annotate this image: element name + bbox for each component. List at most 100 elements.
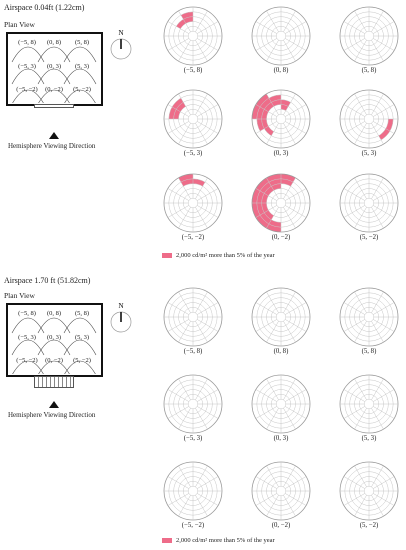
legend-text: 2,000 cd/m² more than 5% of the year bbox=[176, 252, 275, 259]
glare-cell bbox=[281, 99, 291, 107]
section-airspace-2: Airspace 1.70 ft (51.82cm) Plan View (−5… bbox=[0, 275, 406, 550]
plan-point: (5, −2) bbox=[73, 86, 91, 93]
plan-point: (−5, 8) bbox=[18, 39, 36, 46]
glare-cell bbox=[261, 193, 269, 203]
fisheye-diagram bbox=[251, 6, 311, 66]
glare-cell bbox=[255, 177, 269, 191]
plan-point: (5, 8) bbox=[74, 310, 90, 317]
fisheye-diagram bbox=[339, 374, 399, 434]
glare-cell bbox=[271, 183, 281, 191]
plan-point: (5, 3) bbox=[74, 334, 90, 341]
fisheye-cell: (0, −2) bbox=[250, 460, 324, 529]
fisheye-diagram bbox=[163, 89, 223, 149]
plan-point: (−5, −2) bbox=[16, 357, 38, 364]
fisheye-cell: (5, 8) bbox=[338, 5, 406, 74]
glare-cell bbox=[252, 188, 261, 203]
cell-label: (−5, 8) bbox=[183, 348, 203, 355]
hemisphere-direction-label: Hemisphere Viewing Direction bbox=[8, 142, 96, 150]
cell-label: (0, −2) bbox=[271, 522, 291, 529]
viewing-direction-arrow-icon bbox=[49, 401, 59, 408]
fisheye-diagram bbox=[251, 287, 311, 347]
fisheye-cell: (5, 3) bbox=[338, 373, 406, 442]
glare-cell bbox=[266, 174, 281, 183]
plan-point: (5, 8) bbox=[74, 39, 90, 46]
glare-cell bbox=[173, 109, 181, 119]
cell-label: (−5, −2) bbox=[181, 522, 205, 529]
cell-label: (−5, 3) bbox=[183, 435, 203, 442]
plan-point: (0, 3) bbox=[46, 63, 62, 70]
fisheye-cell: (−5, 3) bbox=[162, 88, 236, 157]
plan-arcs bbox=[11, 317, 97, 374]
fisheye-cell: (0, 8) bbox=[250, 5, 324, 74]
glare-cell bbox=[264, 186, 274, 196]
section-title: Airspace 0.04ft (1.22cm) bbox=[4, 3, 85, 12]
plan-point: (−5, 8) bbox=[18, 310, 36, 317]
fisheye-diagram bbox=[163, 461, 223, 521]
glare-cell bbox=[261, 203, 269, 213]
glare-cell bbox=[178, 174, 193, 183]
fisheye-cell: (5, −2) bbox=[338, 460, 406, 529]
cell-label: (5, −2) bbox=[359, 234, 379, 241]
fisheye-cell: (0, 3) bbox=[250, 373, 324, 442]
fisheye-diagram bbox=[163, 6, 223, 66]
fisheye-cell: (−5, −2) bbox=[162, 172, 236, 241]
plan-point: (0, 3) bbox=[46, 334, 62, 341]
cell-label: (5, 3) bbox=[361, 150, 377, 157]
glare-cell bbox=[261, 109, 269, 119]
fisheye-diagram bbox=[251, 374, 311, 434]
fisheye-diagram bbox=[339, 89, 399, 149]
glare-cell bbox=[172, 98, 184, 110]
fisheye-cell: (−5, 8) bbox=[162, 5, 236, 74]
glare-cell bbox=[266, 223, 281, 232]
cell-label: (0, 3) bbox=[273, 435, 289, 442]
fisheye-cell: (5, −2) bbox=[338, 172, 406, 241]
glare-cell bbox=[264, 210, 274, 220]
glare-cell bbox=[264, 102, 274, 112]
legend: 2,000 cd/m² more than 5% of the year bbox=[162, 537, 275, 544]
fisheye-diagram bbox=[339, 6, 399, 66]
cell-label: (−5, −2) bbox=[181, 234, 205, 241]
plan-point: (−5, 3) bbox=[18, 63, 36, 70]
window-shade bbox=[34, 376, 74, 388]
fisheye-cell: (−5, −2) bbox=[162, 460, 236, 529]
glare-cell bbox=[271, 99, 281, 107]
fisheye-cell: (5, 3) bbox=[338, 88, 406, 157]
fisheye-diagram bbox=[251, 89, 311, 149]
legend-swatch bbox=[162, 253, 172, 259]
plan-point: (0, −2) bbox=[45, 357, 63, 364]
fisheye-diagram bbox=[339, 173, 399, 233]
glare-cell bbox=[176, 102, 186, 112]
glare-cell bbox=[260, 98, 272, 110]
glare-cell bbox=[261, 119, 269, 129]
fisheye-diagram bbox=[163, 374, 223, 434]
north-compass-icon: N bbox=[110, 302, 132, 333]
fisheye-cell: (0, −2) bbox=[250, 172, 324, 241]
glare-cell bbox=[260, 182, 272, 194]
glare-cell bbox=[252, 104, 261, 119]
fisheye-diagram bbox=[339, 461, 399, 521]
legend-text: 2,000 cd/m² more than 5% of the year bbox=[176, 537, 275, 544]
fisheye-cell: (−5, 3) bbox=[162, 373, 236, 442]
fisheye-cell: (5, 8) bbox=[338, 286, 406, 355]
plan-point: (5, −2) bbox=[73, 357, 91, 364]
legend: 2,000 cd/m² more than 5% of the year bbox=[162, 252, 275, 259]
plan-point: (−5, −2) bbox=[16, 86, 38, 93]
north-compass-icon: N bbox=[110, 29, 132, 60]
fisheye-diagram bbox=[251, 173, 311, 233]
cell-label: (5, 8) bbox=[361, 348, 377, 355]
cell-label: (−5, 8) bbox=[183, 67, 203, 74]
plan-arcs bbox=[11, 46, 97, 103]
plan-point: (0, 8) bbox=[46, 39, 62, 46]
cell-label: (5, 8) bbox=[361, 67, 377, 74]
glare-cell bbox=[255, 93, 269, 107]
cell-label: (0, 8) bbox=[273, 67, 289, 74]
fisheye-diagram bbox=[339, 287, 399, 347]
svg-text:N: N bbox=[118, 29, 123, 37]
glare-cell bbox=[255, 215, 269, 229]
window-opening bbox=[34, 104, 74, 108]
cell-label: (5, 3) bbox=[361, 435, 377, 442]
plan-view-room: (−5, 8) (0, 8) (5, 8) (−5, 3) (0, 3) (5,… bbox=[6, 32, 103, 106]
section-title: Airspace 1.70 ft (51.82cm) bbox=[4, 276, 91, 285]
glare-cell bbox=[378, 128, 390, 140]
plan-view-label: Plan View bbox=[4, 291, 35, 300]
